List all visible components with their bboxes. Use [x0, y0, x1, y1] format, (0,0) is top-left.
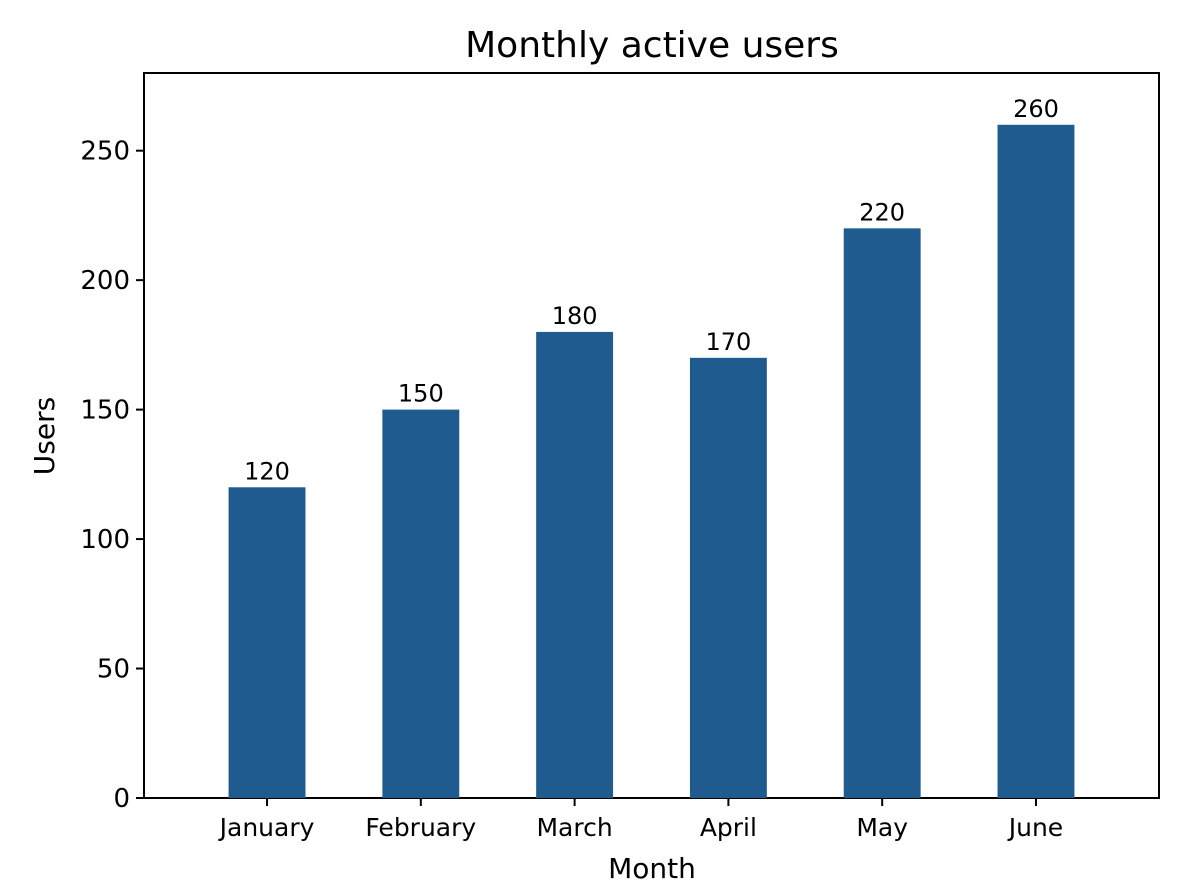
bar-june	[997, 124, 1075, 799]
bar-april	[689, 357, 767, 798]
x-axis-label: Month	[608, 852, 696, 885]
data-label: 170	[705, 328, 751, 356]
y-tick-label: 200	[80, 266, 130, 296]
data-label: 180	[552, 302, 598, 330]
y-axis-ticks: 0 50 100 150 200 250	[80, 137, 144, 814]
bar-may	[843, 228, 921, 798]
y-axis-label: Users	[28, 397, 61, 475]
y-tick-label: 250	[80, 137, 130, 167]
x-tick-label: January	[218, 813, 315, 842]
chart-title: Monthly active users	[465, 25, 839, 66]
x-tick-label: April	[700, 813, 757, 842]
x-tick-label: May	[856, 813, 908, 842]
x-tick-label: March	[536, 813, 612, 842]
y-tick-label: 100	[80, 525, 130, 555]
y-tick-label: 150	[80, 396, 130, 426]
x-tick-label: February	[365, 813, 476, 842]
y-tick-label: 0	[113, 784, 130, 814]
data-label: 120	[244, 457, 290, 485]
bar-january	[228, 487, 306, 798]
data-label: 150	[398, 380, 444, 408]
data-label: 260	[1013, 95, 1059, 123]
x-axis-ticks: January February March April May June	[218, 798, 1063, 842]
data-label: 220	[859, 198, 905, 226]
data-labels-group: 120 150 180 170 220 260	[244, 95, 1059, 485]
y-tick-label: 50	[97, 655, 130, 685]
x-tick-label: June	[1007, 813, 1063, 842]
bar-february	[382, 409, 460, 798]
plot-frame	[143, 72, 1160, 799]
bars-group	[228, 124, 1075, 799]
bar-march	[536, 331, 614, 798]
